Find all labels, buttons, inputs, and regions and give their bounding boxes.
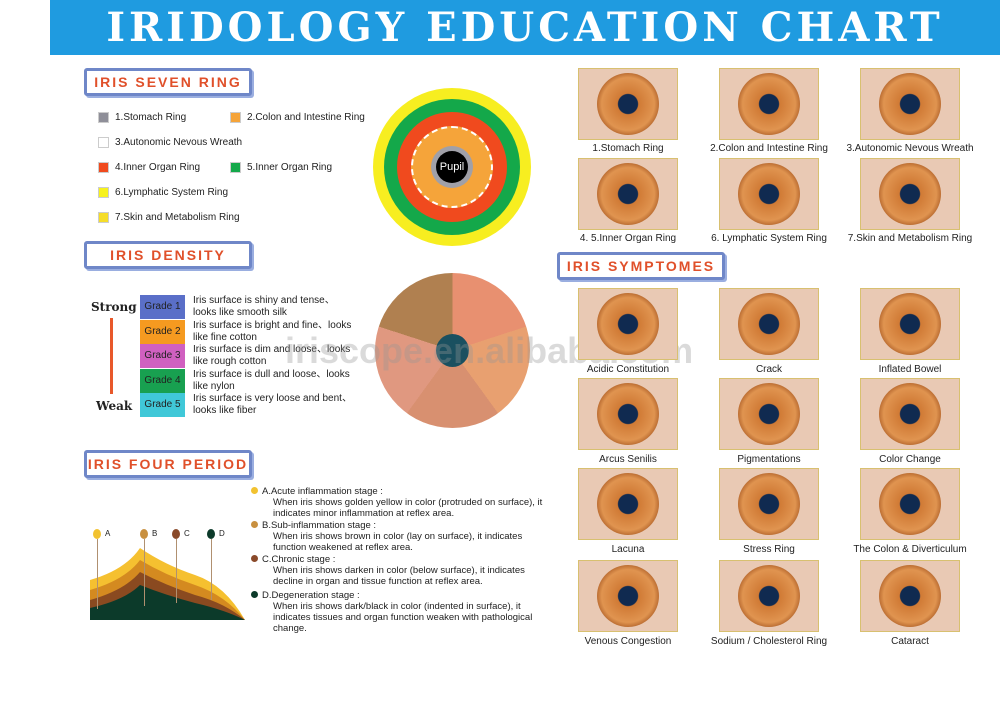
symptom-caption: Inflated Bowel [878, 364, 942, 375]
stage-marker-label: B [152, 529, 158, 538]
eye-caption: 6. Lymphatic System Ring [711, 233, 827, 244]
symptom-caption: Lacuna [611, 544, 645, 555]
legend-item: 7.Skin and Metabolism Ring [98, 212, 240, 223]
eye-photo [860, 378, 960, 450]
legend-label: 6.Lymphatic System Ring [115, 187, 229, 198]
symptom-caption: Stress Ring [743, 544, 795, 555]
grade-badge: Grade 1 [140, 295, 185, 319]
stage-text: When iris shows golden yellow in color (… [273, 497, 543, 519]
weak-label: Weak [96, 399, 133, 413]
legend-label: 4.Inner Organ Ring [115, 162, 201, 173]
eye-caption: 3.Autonomic Nevous Wreath [846, 143, 974, 154]
stage-item: A.Acute inflammation stage : When iris sh… [251, 486, 552, 519]
legend-label: 7.Skin and Metabolism Ring [115, 212, 240, 223]
symptom-caption: Sodium / Cholesterol Ring [710, 636, 828, 647]
strong-label: Strong [91, 300, 137, 314]
legend-item: 6.Lymphatic System Ring [98, 187, 228, 198]
symptom-caption: Pigmentations [737, 454, 801, 465]
eye-photo [860, 288, 960, 360]
density-header: IRIS DENSITY [84, 241, 252, 269]
four-period-header: IRIS FOUR PERIOD [84, 450, 252, 478]
eye-photo [578, 468, 678, 540]
legend-item: 2.Colon and Intestine Ring [230, 112, 365, 123]
symptom-caption: The Colon & Diverticulum [853, 544, 967, 555]
grade-badge: Grade 2 [140, 319, 185, 344]
stage-item: B.Sub-inflammation stage : When iris show… [251, 520, 552, 553]
legend-item: 5.Inner Organ Ring [230, 162, 332, 173]
legend-swatch [98, 112, 109, 123]
eye-caption: 7.Skin and Metabolism Ring [847, 233, 973, 244]
eye-caption: 2.Colon and Intestine Ring [710, 143, 828, 154]
grade-description: Iris surface is dim and loose、looks like… [193, 344, 351, 367]
eye-photo [719, 158, 819, 230]
stage-marker [207, 529, 215, 539]
legend-swatch [98, 137, 109, 148]
symptom-caption: Venous Congestion [584, 636, 672, 647]
eye-caption: 1.Stomach Ring [592, 143, 664, 154]
legend-label: 2.Colon and Intestine Ring [247, 112, 365, 123]
stage-text: When iris shows dark/black in color (ind… [273, 601, 533, 634]
legend-label: 3.Autonomic Nevous Wreath [115, 137, 243, 148]
four-period-graph [90, 548, 245, 620]
legend-item: 1.Stomach Ring [98, 112, 186, 123]
eye-photo [860, 158, 960, 230]
pupil-label: Pupil [436, 151, 468, 183]
page-title: IRIDOLOGY EDUCATION CHART [50, 0, 1000, 55]
eye-photo [719, 288, 819, 360]
symptom-caption: Arcus Senilis [599, 454, 657, 465]
strength-arrow [110, 318, 113, 394]
eye-photo [860, 68, 960, 140]
eye-photo [860, 560, 960, 632]
grade-badge: Grade 5 [140, 393, 185, 417]
stage-text: When iris shows darken in color (below s… [273, 565, 525, 587]
symptom-caption: Color Change [879, 454, 941, 465]
stage-title: B.Sub-inflammation stage : [262, 520, 377, 531]
stage-item: D.Degeneration stage : When iris shows da… [251, 590, 552, 634]
eye-caption: 4. 5.Inner Organ Ring [579, 233, 677, 244]
symptom-caption: Crack [755, 364, 783, 375]
legend-label: 1.Stomach Ring [115, 112, 187, 123]
eye-photo [719, 560, 819, 632]
stage-marker-label: A [105, 529, 111, 538]
stage-marker [93, 529, 101, 539]
stage-marker [140, 529, 148, 539]
eye-photo [719, 378, 819, 450]
eye-photo [578, 560, 678, 632]
stage-item: C.Chronic stage : When iris shows darken … [251, 554, 552, 587]
legend-swatch [230, 162, 241, 173]
symptom-caption: Acidic Constitution [586, 364, 670, 375]
eye-photo [719, 468, 819, 540]
legend-item: 4.Inner Organ Ring [98, 162, 200, 173]
eye-photo [578, 288, 678, 360]
stage-marker-label: C [184, 529, 190, 538]
eye-photo [719, 68, 819, 140]
legend-label: 5.Inner Organ Ring [247, 162, 333, 173]
density-wheel [375, 273, 530, 428]
eye-photo [860, 468, 960, 540]
grade-description: Iris surface is dull and loose、looks lik… [193, 368, 350, 392]
stage-title: C.Chronic stage : [262, 554, 336, 565]
grade-description: Iris surface is bright and fine、looks li… [193, 319, 352, 343]
grade-badge: Grade 4 [140, 368, 185, 393]
grade-description: Iris surface is shiny and tense、looks li… [193, 295, 335, 318]
legend-swatch [98, 162, 109, 173]
seven-ring-diagram: Pupil [373, 88, 531, 246]
seven-ring-header: IRIS SEVEN RING [84, 68, 252, 96]
stage-marker-label: D [219, 529, 225, 538]
legend-item: 3.Autonomic Nevous Wreath [98, 137, 242, 148]
grade-description: Iris surface is very loose and bent、look… [193, 393, 352, 416]
legend-swatch [230, 112, 241, 123]
stage-text: When iris shows brown in color (lay on s… [273, 531, 523, 553]
eye-photo [578, 68, 678, 140]
eye-photo [578, 378, 678, 450]
symptoms-header: IRIS SYMPTOMES [557, 252, 725, 280]
legend-swatch [98, 187, 109, 198]
stage-title: A.Acute inflammation stage : [262, 486, 383, 497]
stage-marker [172, 529, 180, 539]
grade-badge: Grade 3 [140, 344, 185, 368]
eye-photo [578, 158, 678, 230]
symptom-caption: Cataract [891, 636, 929, 647]
legend-swatch [98, 212, 109, 223]
stage-title: D.Degeneration stage : [262, 590, 360, 601]
